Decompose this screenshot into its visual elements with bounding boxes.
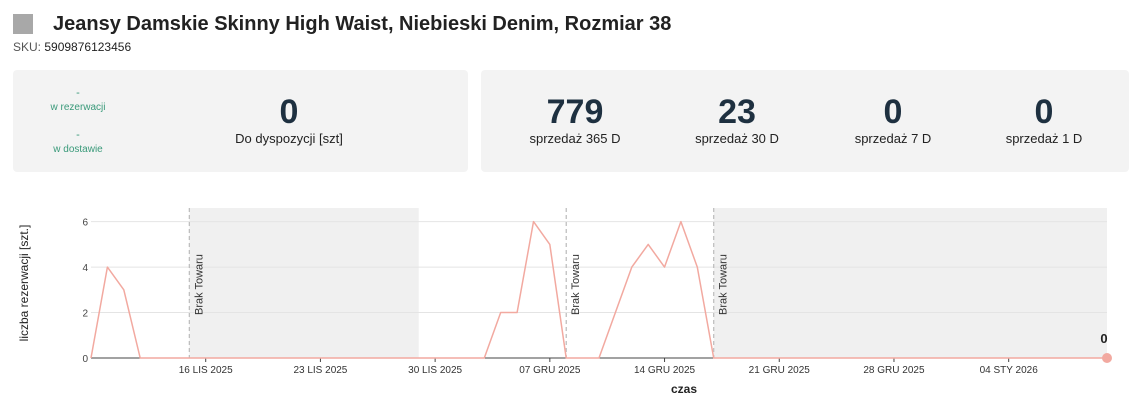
- last-point-marker: [1102, 353, 1112, 363]
- x-tick-label: 04 STY 2026: [980, 365, 1039, 376]
- stockout-period: [189, 208, 419, 358]
- x-tick-label: 23 LIS 2025: [293, 365, 347, 376]
- y-tick-label: 4: [82, 263, 88, 274]
- x-tick-label: 14 GRU 2025: [634, 365, 696, 376]
- product-title: Jeansy Damskie Skinny High Waist, Niebie…: [53, 12, 672, 35]
- sales-365-stat: 779 sprzedaż 365 D: [515, 95, 635, 146]
- x-tick-label: 07 GRU 2025: [519, 365, 581, 376]
- delivery-label: w dostawie: [53, 144, 103, 155]
- reserved-stat: - w rezerwacji: [23, 88, 133, 114]
- sales-1-label: sprzedaż 1 D: [1005, 131, 1083, 146]
- product-header: Jeansy Damskie Skinny High Waist, Niebie…: [13, 12, 1123, 54]
- x-tick-label: 30 LIS 2025: [408, 365, 462, 376]
- sales-365-value: 779: [546, 93, 604, 131]
- available-stat: 0 Do dyspozycji [szt]: [229, 95, 349, 146]
- sales-30-label: sprzedaż 30 D: [695, 131, 779, 146]
- delivery-value: -: [76, 129, 80, 141]
- sales-30-value: 23: [718, 93, 756, 131]
- delivery-stat: - w dostawie: [23, 130, 133, 156]
- x-tick-label: 21 GRU 2025: [749, 365, 811, 376]
- stockout-label: Brak Towaru: [193, 254, 205, 315]
- x-tick-label: 16 LIS 2025: [179, 365, 233, 376]
- y-axis-title: liczba rezerwacji [szt.]: [17, 225, 31, 342]
- sku-label: SKU:: [13, 40, 42, 54]
- product-thumbnail[interactable]: [13, 14, 33, 34]
- stockout-label: Brak Towaru: [718, 254, 730, 315]
- sales-1-stat: 0 sprzedaż 1 D: [984, 95, 1104, 146]
- stockout-label: Brak Towaru: [570, 254, 582, 315]
- sales-card: 779 sprzedaż 365 D 23 sprzedaż 30 D 0 sp…: [481, 70, 1129, 172]
- sales-30-stat: 23 sprzedaż 30 D: [677, 95, 797, 146]
- reserved-value: -: [76, 87, 80, 99]
- sales-365-label: sprzedaż 365 D: [529, 131, 621, 146]
- x-axis-title: czas: [671, 382, 697, 396]
- sales-7-value: 0: [883, 93, 903, 131]
- sales-7-label: sprzedaż 7 D: [854, 131, 932, 146]
- y-tick-label: 0: [82, 354, 88, 365]
- sku-value: 5909876123456: [44, 40, 132, 54]
- reservations-series-line: [90, 220, 1107, 359]
- sku-line: SKU: 5909876123456: [13, 40, 1123, 54]
- sales-7-stat: 0 sprzedaż 7 D: [833, 95, 953, 146]
- reserved-label: w rezerwacji: [50, 102, 106, 113]
- stockout-period: [713, 208, 1107, 358]
- last-point-label: 0: [1100, 331, 1107, 346]
- sales-1-value: 0: [1034, 93, 1054, 131]
- stock-card: - w rezerwacji - w dostawie 0 Do dyspozy…: [13, 70, 468, 172]
- y-tick-label: 2: [82, 309, 88, 320]
- y-tick-label: 6: [82, 218, 88, 229]
- x-tick-label: 28 GRU 2025: [863, 365, 925, 376]
- available-label: Do dyspozycji [szt]: [235, 131, 343, 146]
- reservations-chart[interactable]: 0 2 4 6 Brak Towaru Brak Towaru Brak Towaru 16 …: [0, 195, 1141, 417]
- available-value: 0: [279, 93, 299, 131]
